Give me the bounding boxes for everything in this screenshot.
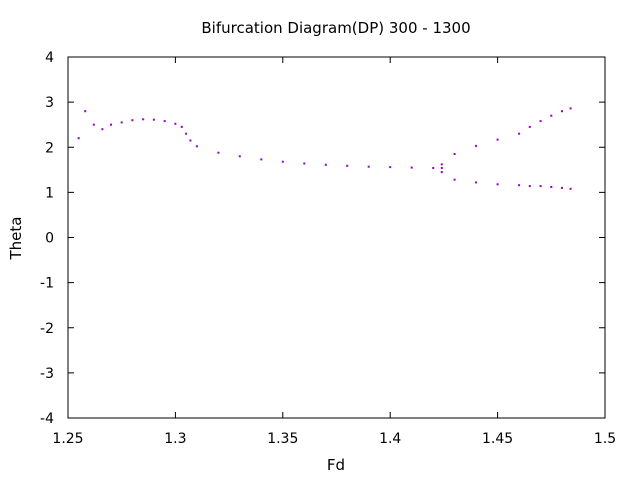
data-point xyxy=(142,118,145,121)
x-tick-label: 1.35 xyxy=(267,431,298,447)
data-point xyxy=(92,123,95,126)
data-point xyxy=(174,122,177,125)
data-point xyxy=(518,132,521,135)
x-tick-label: 1.45 xyxy=(482,431,513,447)
data-point xyxy=(496,138,499,141)
data-point xyxy=(569,187,572,190)
data-point xyxy=(180,125,183,128)
data-point xyxy=(152,118,155,121)
data-point xyxy=(440,171,443,174)
y-tick-label: 0 xyxy=(45,231,54,247)
data-point xyxy=(77,137,80,140)
data-point xyxy=(496,183,499,186)
data-point xyxy=(528,125,531,128)
data-point xyxy=(185,132,188,135)
points-layer xyxy=(77,107,572,190)
plot-frame xyxy=(67,56,606,419)
y-tick-label: 2 xyxy=(45,140,54,156)
data-point xyxy=(432,167,435,169)
data-point xyxy=(189,139,192,142)
y-tick-label: -2 xyxy=(40,321,54,337)
data-point xyxy=(440,167,443,169)
data-point xyxy=(550,186,553,188)
chart-title: Bifurcation Diagram(DP) 300 - 1300 xyxy=(201,19,470,37)
x-axis-ticks: 1.25 1.3 1.35 1.4 1.45 1.5 xyxy=(52,57,616,447)
x-tick-label: 1.3 xyxy=(164,431,186,447)
data-point xyxy=(550,114,553,117)
data-point xyxy=(120,121,123,124)
data-point xyxy=(475,144,478,147)
data-point xyxy=(528,185,531,188)
y-tick-label: -1 xyxy=(40,276,54,292)
data-point xyxy=(84,110,87,113)
y-tick-label: -4 xyxy=(40,411,54,427)
y-tick-label: 1 xyxy=(45,185,54,201)
data-point xyxy=(281,160,284,163)
data-point xyxy=(539,185,542,188)
data-point xyxy=(389,166,392,169)
data-point xyxy=(561,186,563,189)
data-point xyxy=(217,151,220,154)
y-tick-label: 4 xyxy=(45,50,54,66)
data-point xyxy=(475,181,478,184)
data-point xyxy=(260,158,263,161)
data-point xyxy=(410,166,413,169)
data-point xyxy=(518,184,521,187)
data-point xyxy=(110,123,112,126)
data-point xyxy=(195,145,198,148)
data-point xyxy=(324,163,327,166)
x-axis-label: Fd xyxy=(327,456,345,474)
y-axis-ticks: -4 -3 -2 -1 0 1 2 3 4 xyxy=(40,50,605,427)
data-point xyxy=(453,153,456,155)
data-point xyxy=(440,163,443,166)
data-point xyxy=(561,110,563,113)
x-tick-label: 1.25 xyxy=(52,431,83,447)
data-point xyxy=(238,155,241,158)
data-point xyxy=(569,107,572,110)
data-point xyxy=(367,165,370,168)
data-point xyxy=(131,119,134,122)
data-point xyxy=(539,120,542,123)
y-tick-label: -3 xyxy=(40,366,54,382)
data-point xyxy=(346,164,349,167)
y-axis-label: Theta xyxy=(7,217,25,261)
data-point xyxy=(163,120,166,123)
data-point xyxy=(101,128,104,131)
x-tick-label: 1.5 xyxy=(594,431,616,447)
data-point xyxy=(303,162,306,165)
data-point xyxy=(453,178,456,181)
y-tick-label: 3 xyxy=(45,95,54,111)
x-tick-label: 1.4 xyxy=(379,431,401,447)
